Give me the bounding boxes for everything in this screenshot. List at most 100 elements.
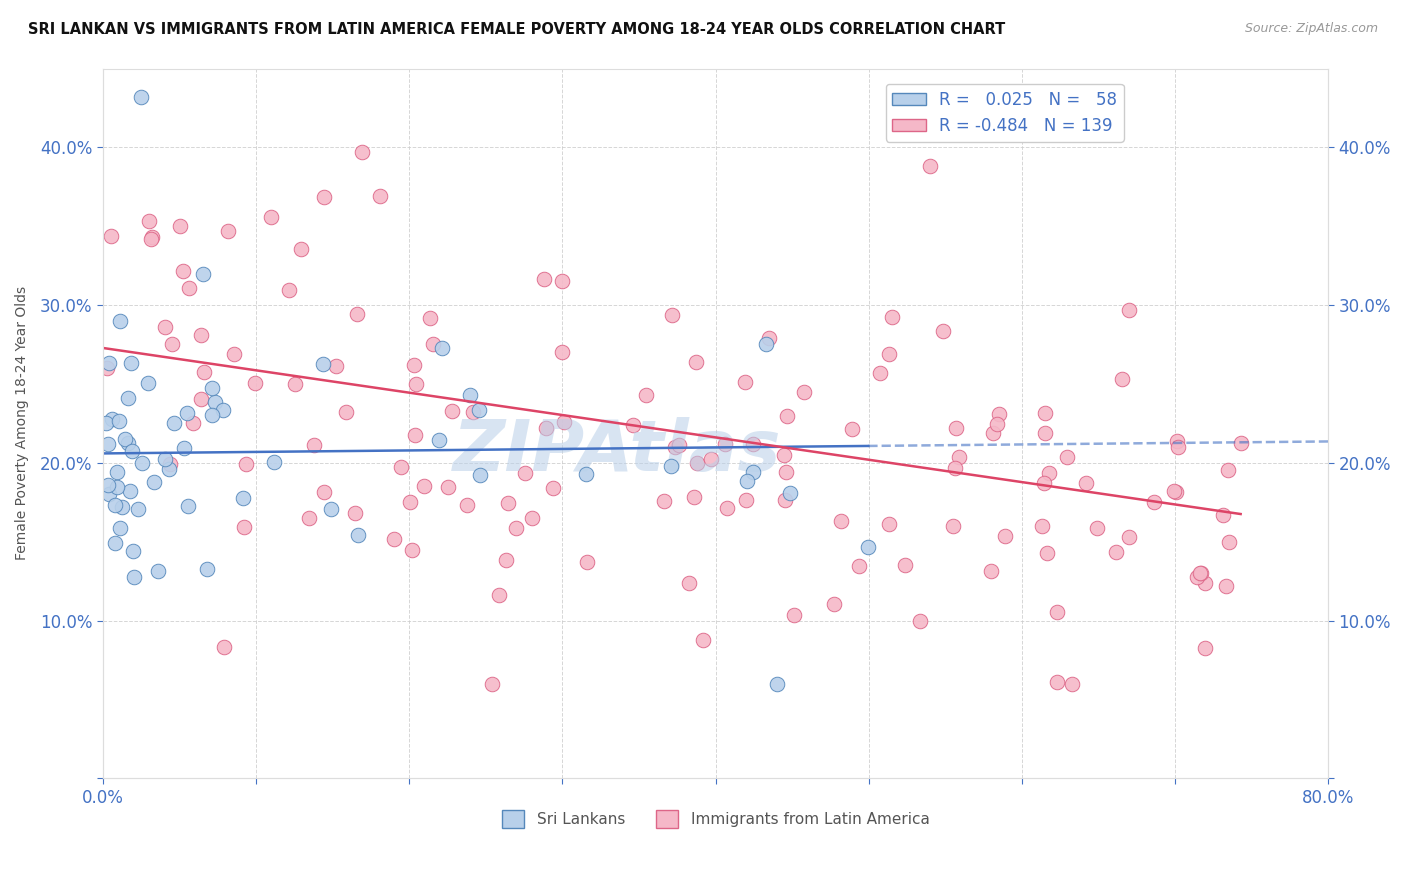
Point: [159, 457, 181, 471]
Point: [402, 358, 425, 372]
Point: [1076, 476, 1098, 491]
Point: [520, 511, 543, 525]
Point: [1118, 303, 1140, 318]
Point: [988, 407, 1011, 421]
Point: [636, 388, 658, 402]
Point: [131, 90, 153, 104]
Point: [551, 274, 574, 288]
Point: [122, 570, 145, 584]
Point: [692, 632, 714, 647]
Point: [1031, 518, 1053, 533]
Point: [858, 540, 880, 554]
Point: [742, 465, 765, 479]
Point: [841, 422, 863, 436]
Point: [131, 456, 153, 470]
Point: [776, 409, 799, 423]
Point: [200, 380, 222, 394]
Point: [458, 388, 481, 402]
Point: [141, 229, 163, 244]
Point: [405, 377, 427, 392]
Point: [153, 320, 176, 334]
Point: [101, 412, 124, 426]
Point: [467, 403, 489, 417]
Point: [204, 395, 226, 409]
Point: [157, 462, 180, 476]
Point: [97, 477, 120, 491]
Point: [224, 347, 246, 361]
Point: [456, 498, 478, 512]
Point: [481, 676, 503, 690]
Point: [114, 432, 136, 446]
Point: [127, 502, 149, 516]
Point: [404, 427, 426, 442]
Point: [773, 493, 796, 508]
Point: [848, 558, 870, 573]
Point: [1118, 530, 1140, 544]
Point: [981, 426, 1004, 441]
Point: [652, 493, 675, 508]
Point: [678, 576, 700, 591]
Point: [260, 210, 283, 224]
Point: [543, 481, 565, 495]
Point: [136, 376, 159, 391]
Point: [232, 491, 254, 505]
Point: [461, 404, 484, 418]
Y-axis label: Female Poverty Among 18-24 Year Olds: Female Poverty Among 18-24 Year Olds: [15, 286, 30, 560]
Point: [389, 459, 412, 474]
Point: [775, 465, 797, 479]
Point: [1033, 425, 1056, 440]
Point: [399, 495, 422, 509]
Point: [120, 356, 142, 370]
Point: [181, 416, 204, 430]
Point: [700, 451, 723, 466]
Point: [97, 436, 120, 450]
Point: [942, 519, 965, 533]
Point: [335, 405, 357, 419]
Point: [758, 331, 780, 345]
Point: [686, 456, 709, 470]
Point: [735, 492, 758, 507]
Point: [661, 308, 683, 322]
Point: [100, 229, 122, 244]
Point: [121, 444, 143, 458]
Point: [1185, 570, 1208, 584]
Point: [1046, 675, 1069, 690]
Point: [1035, 546, 1057, 560]
Point: [533, 272, 555, 286]
Point: [1143, 495, 1166, 509]
Point: [986, 417, 1008, 431]
Point: [659, 459, 682, 474]
Point: [869, 367, 891, 381]
Point: [172, 264, 194, 278]
Point: [534, 421, 557, 435]
Point: [146, 564, 169, 578]
Point: [441, 404, 464, 418]
Point: [496, 496, 519, 510]
Point: [278, 283, 301, 297]
Point: [319, 501, 342, 516]
Point: [298, 511, 321, 525]
Point: [823, 597, 845, 611]
Point: [830, 515, 852, 529]
Point: [1215, 579, 1237, 593]
Point: [176, 407, 198, 421]
Point: [302, 438, 325, 452]
Point: [191, 267, 214, 281]
Point: [880, 310, 903, 324]
Point: [312, 357, 335, 371]
Point: [96, 361, 118, 376]
Point: [948, 450, 970, 464]
Point: [664, 440, 686, 454]
Point: [350, 145, 373, 159]
Point: [908, 615, 931, 629]
Point: [290, 242, 312, 256]
Point: [117, 436, 139, 450]
Point: [155, 452, 177, 467]
Text: Source: ZipAtlas.com: Source: ZipAtlas.com: [1244, 22, 1378, 36]
Point: [1032, 476, 1054, 491]
Point: [120, 484, 142, 499]
Point: [1164, 485, 1187, 500]
Point: [1194, 640, 1216, 655]
Point: [94, 416, 117, 430]
Point: [419, 311, 441, 326]
